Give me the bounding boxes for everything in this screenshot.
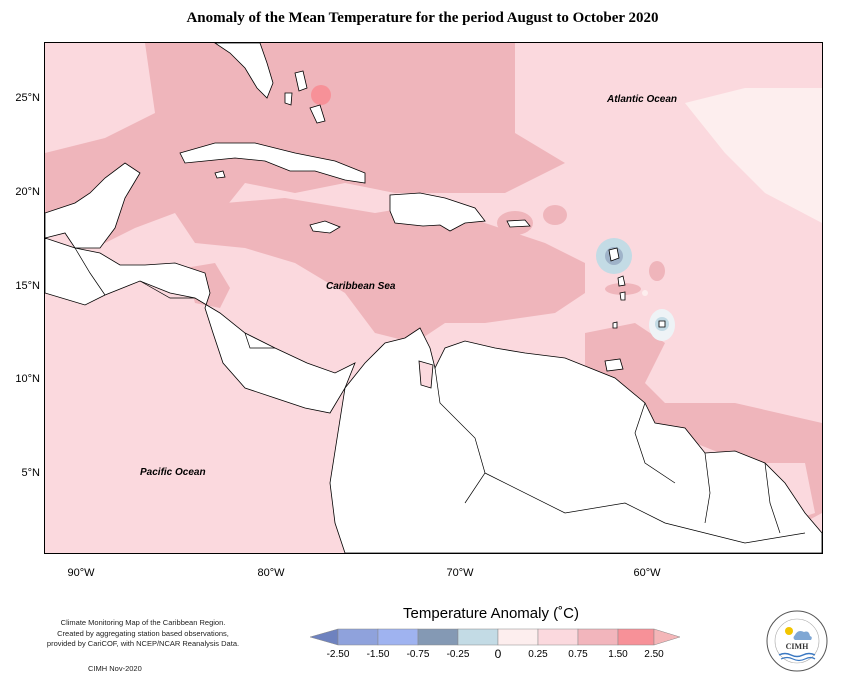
lat-label-10n: 10°N <box>15 373 40 385</box>
lat-label-5n: 5°N <box>21 467 40 479</box>
border-honduras-nicaragua <box>139 280 195 299</box>
map-credit: CIMH Nov-2020 <box>88 664 142 673</box>
legend-swatch-3 <box>417 628 459 646</box>
land-jamaica <box>309 220 341 234</box>
anomaly-cool-patch-small <box>642 290 648 296</box>
map-description: Climate Monitoring Map of the Caribbean … <box>28 618 258 650</box>
logo-text: CIMH <box>786 642 809 651</box>
land-isla-juventud <box>214 170 226 179</box>
map-description-line-3: provided by CariCOF, with NCEP/NCAR Rean… <box>46 639 240 648</box>
anomaly-warm-region-caribbean <box>175 198 585 343</box>
land-bahamas-3 <box>284 92 293 106</box>
anomaly-warm-region-north <box>45 43 565 243</box>
map-canvas <box>45 43 822 553</box>
border-brazil <box>484 472 806 544</box>
border-guyana-suriname <box>704 452 711 524</box>
lon-label-60w: 60°W <box>633 567 661 579</box>
legend-tick-6: 0.75 <box>568 649 588 660</box>
border-suriname-guiana <box>764 462 781 534</box>
anomaly-warm-blob-2 <box>543 205 567 225</box>
land-st-lucia <box>619 291 626 301</box>
lat-label-25n: 25°N <box>15 92 40 104</box>
lon-label-70w: 70°W <box>446 567 474 579</box>
legend-tick-0: -2.50 <box>326 649 350 660</box>
label-atlantic-ocean: Atlantic Ocean <box>607 94 678 105</box>
lon-label-80w: 80°W <box>257 567 285 579</box>
legend-swatch-6 <box>537 628 579 646</box>
land-south-america <box>329 327 822 553</box>
anomaly-hot-spot-bahamas <box>311 85 331 105</box>
anomaly-warm-blob-4 <box>605 283 641 295</box>
legend-swatch-4 <box>457 628 499 646</box>
land-hispaniola <box>389 192 486 232</box>
border-venezuela-guyana <box>634 402 676 484</box>
land-puerto-rico <box>506 219 531 228</box>
cloud-icon <box>793 631 812 640</box>
label-caribbean-sea: Caribbean Sea <box>326 281 396 292</box>
land-cuba <box>179 142 366 184</box>
border-costa-rica-panama <box>244 332 275 349</box>
land-lake-maracaibo <box>418 360 434 389</box>
legend-tick-3: -0.25 <box>446 649 470 660</box>
map-title: Anomaly of the Mean Temperature for the … <box>186 10 659 26</box>
land-trinidad <box>604 358 624 372</box>
sun-icon <box>785 627 793 635</box>
land-guadeloupe <box>608 247 620 262</box>
wave-icon <box>778 652 816 658</box>
land-bahamas-2 <box>309 104 326 124</box>
map-description-line-1: Climate Monitoring Map of the Caribbean … <box>60 618 226 627</box>
anomaly-warm-blob-3 <box>649 261 665 281</box>
legend-swatch-9 <box>653 628 681 646</box>
anomaly-neutral-region-atlantic <box>685 88 822 223</box>
lat-label-20n: 20°N <box>15 186 40 198</box>
lat-label-15n: 15°N <box>15 280 40 292</box>
label-pacific-ocean: Pacific Ocean <box>140 467 206 478</box>
legend-tick-2: -0.75 <box>406 649 430 660</box>
legend-swatch-5 <box>497 628 539 646</box>
legend-title: Temperature Anomaly (˚C) <box>403 605 579 622</box>
land-barbados <box>658 320 666 328</box>
legend-tick-7: 1.50 <box>608 649 628 660</box>
legend-swatch-1 <box>337 628 379 646</box>
map-area <box>44 42 823 554</box>
legend-swatch-2 <box>377 628 419 646</box>
legend-tick-4: 0 <box>494 647 502 661</box>
border-colombia-venezuela <box>434 367 486 504</box>
land-bahamas-1 <box>294 70 308 92</box>
legend-swatch-8 <box>617 628 655 646</box>
land-martinique <box>617 275 626 287</box>
border-guatemala-mexico <box>74 247 106 296</box>
legend-tick-8: 2.50 <box>644 649 664 660</box>
land-central-america <box>45 237 356 414</box>
legend-tick-1: -1.50 <box>366 649 390 660</box>
land-florida <box>214 43 274 99</box>
map-description-line-2: Created by aggregating station based obs… <box>57 628 229 638</box>
land-grenada <box>612 321 618 329</box>
cimh-logo: CIMH <box>766 610 828 672</box>
legend-colorbar <box>310 628 681 646</box>
legend-tick-5: 0.25 <box>528 649 548 660</box>
legend-swatch-7 <box>577 628 619 646</box>
legend-swatch-0 <box>310 628 339 646</box>
lon-label-90w: 90°W <box>67 567 95 579</box>
